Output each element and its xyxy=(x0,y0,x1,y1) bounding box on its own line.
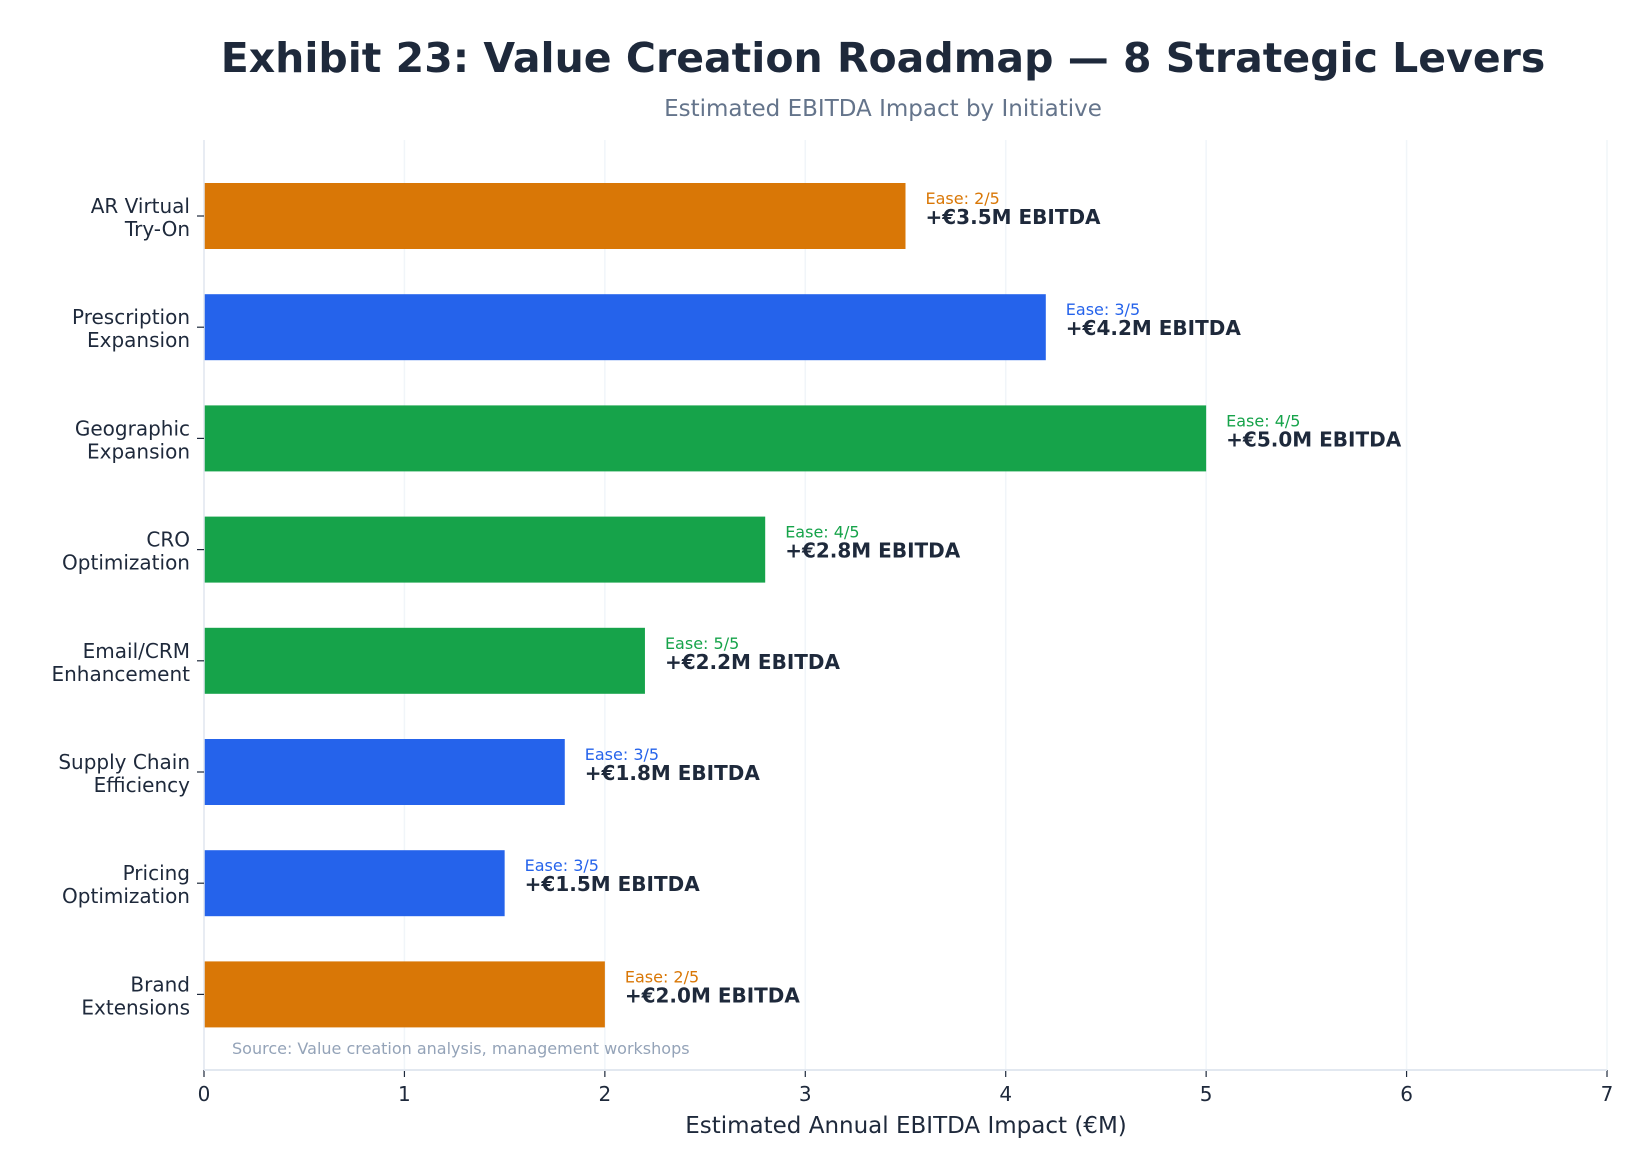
x-axis-label: Estimated Annual EBITDA Impact (€M) xyxy=(685,1113,1127,1139)
value-label: +€3.5M EBITDA xyxy=(926,205,1102,229)
x-tick-label: 3 xyxy=(799,1082,812,1106)
value-label: +€1.8M EBITDA xyxy=(585,761,761,785)
y-tick-label: Geographic Expansion xyxy=(75,416,190,463)
x-tick-label: 1 xyxy=(398,1082,411,1106)
ease-label: Ease: 4/5 xyxy=(1226,411,1300,430)
bar xyxy=(204,294,1046,361)
ease-label: Ease: 2/5 xyxy=(625,967,699,986)
y-tick-label: Supply Chain Efficiency xyxy=(58,750,190,797)
source-note: Source: Value creation analysis, managem… xyxy=(232,1039,690,1058)
y-tick-label: CRO Optimization xyxy=(62,528,190,575)
value-label: +€2.0M EBITDA xyxy=(625,983,801,1007)
ease-label: Ease: 2/5 xyxy=(926,189,1000,208)
chart-title: Exhibit 23: Value Creation Roadmap — 8 S… xyxy=(221,34,1546,82)
bar xyxy=(204,961,605,1028)
x-tick-label: 6 xyxy=(1400,1082,1413,1106)
bar xyxy=(204,405,1207,472)
value-label: +€5.0M EBITDA xyxy=(1226,427,1402,451)
ease-label: Ease: 3/5 xyxy=(1066,300,1140,319)
ease-label: Ease: 5/5 xyxy=(665,634,739,653)
y-tick-label: Email/CRM Enhancement xyxy=(51,639,190,686)
x-tick-label: 5 xyxy=(1200,1082,1213,1106)
x-tick-label: 0 xyxy=(198,1082,211,1106)
bar xyxy=(204,183,906,249)
chart-subtitle: Estimated EBITDA Impact by Initiative xyxy=(664,96,1102,122)
value-label: +€2.8M EBITDA xyxy=(785,539,961,563)
y-tick-label: AR Virtual Try-On xyxy=(91,194,190,241)
x-tick-label: 4 xyxy=(999,1082,1012,1106)
x-tick-label: 2 xyxy=(598,1082,611,1106)
ease-label: Ease: 3/5 xyxy=(585,745,659,764)
ease-label: Ease: 3/5 xyxy=(525,856,599,875)
ease-label: Ease: 4/5 xyxy=(785,523,859,542)
y-tick-label: Prescription Expansion xyxy=(72,305,190,352)
bar xyxy=(204,627,645,694)
value-label: +€2.2M EBITDA xyxy=(665,650,841,674)
x-tick-label: 7 xyxy=(1601,1082,1614,1106)
y-tick-label: Brand Extensions xyxy=(81,972,190,1019)
bar xyxy=(204,739,565,805)
bar xyxy=(204,850,505,917)
y-tick-label: Pricing Optimization xyxy=(62,861,190,908)
value-label: +€1.5M EBITDA xyxy=(525,872,701,896)
value-label: +€4.2M EBITDA xyxy=(1066,316,1242,340)
bar xyxy=(204,516,766,583)
